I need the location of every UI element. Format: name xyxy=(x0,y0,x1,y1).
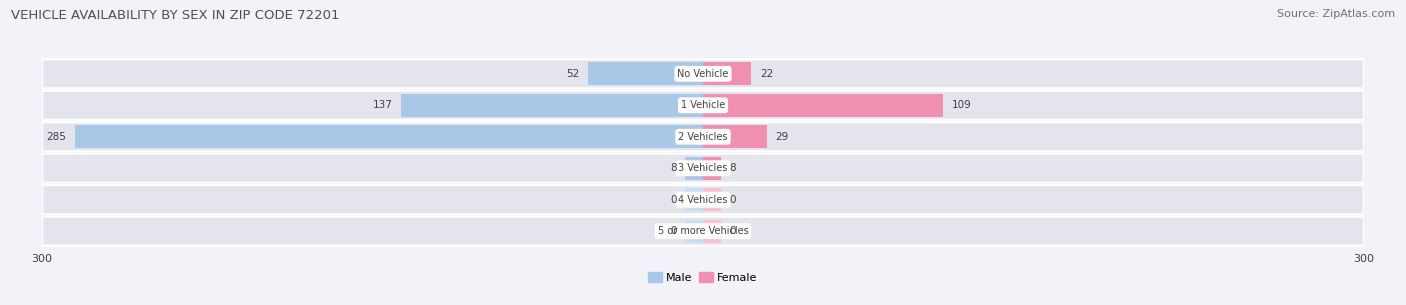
FancyBboxPatch shape xyxy=(42,185,1364,214)
Text: 5 or more Vehicles: 5 or more Vehicles xyxy=(658,226,748,236)
FancyBboxPatch shape xyxy=(42,91,1364,120)
Bar xyxy=(703,188,721,211)
Text: 2 Vehicles: 2 Vehicles xyxy=(678,132,728,142)
Text: 0: 0 xyxy=(730,226,735,236)
Text: 22: 22 xyxy=(761,69,773,79)
Bar xyxy=(685,188,703,211)
FancyBboxPatch shape xyxy=(42,217,1364,246)
Text: 137: 137 xyxy=(373,100,392,110)
Text: VEHICLE AVAILABILITY BY SEX IN ZIP CODE 72201: VEHICLE AVAILABILITY BY SEX IN ZIP CODE … xyxy=(11,9,340,22)
Bar xyxy=(703,220,721,242)
Legend: Male, Female: Male, Female xyxy=(644,268,762,288)
Bar xyxy=(685,157,703,180)
Text: 4 Vehicles: 4 Vehicles xyxy=(678,195,728,205)
Text: 109: 109 xyxy=(952,100,972,110)
Text: 285: 285 xyxy=(46,132,66,142)
Text: No Vehicle: No Vehicle xyxy=(678,69,728,79)
Text: 0: 0 xyxy=(671,226,676,236)
Bar xyxy=(703,125,766,148)
Text: 3 Vehicles: 3 Vehicles xyxy=(678,163,728,173)
FancyBboxPatch shape xyxy=(42,122,1364,151)
FancyBboxPatch shape xyxy=(42,154,1364,183)
Text: 1 Vehicle: 1 Vehicle xyxy=(681,100,725,110)
Text: 0: 0 xyxy=(730,195,735,205)
Text: 8: 8 xyxy=(669,163,676,173)
Bar xyxy=(401,94,703,117)
Bar xyxy=(589,63,703,85)
Bar xyxy=(703,157,721,180)
Text: 0: 0 xyxy=(671,195,676,205)
Text: 29: 29 xyxy=(776,132,789,142)
Text: 8: 8 xyxy=(730,163,737,173)
Bar xyxy=(75,125,703,148)
Text: Source: ZipAtlas.com: Source: ZipAtlas.com xyxy=(1277,9,1395,19)
Bar xyxy=(685,220,703,242)
Bar xyxy=(703,94,943,117)
Text: 52: 52 xyxy=(567,69,579,79)
Bar xyxy=(703,63,751,85)
FancyBboxPatch shape xyxy=(42,59,1364,88)
